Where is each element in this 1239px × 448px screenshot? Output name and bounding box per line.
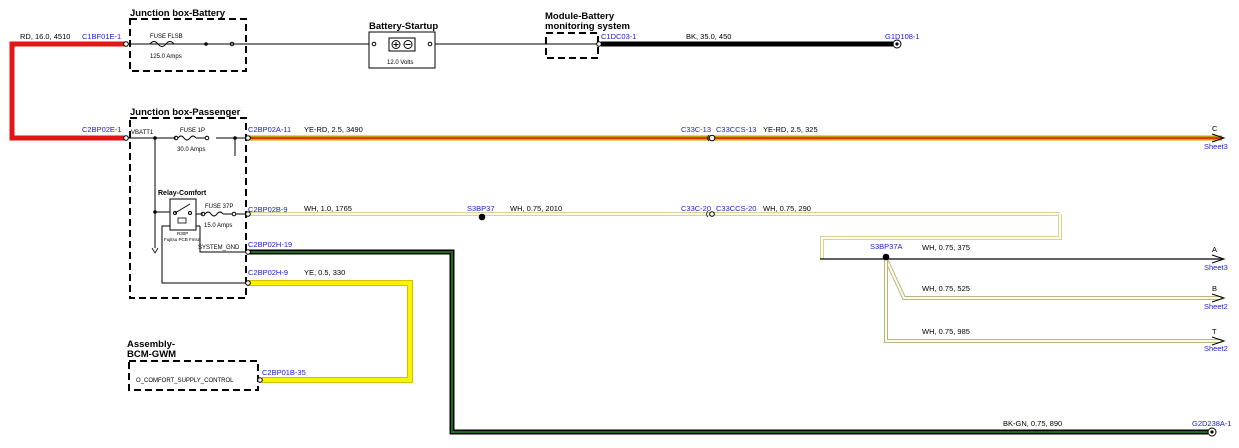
wire-label-yerd2: YE-RD, 2.5, 325 [763,125,818,134]
conn-c2bp02b[interactable]: C2BP02B-9 [248,205,288,214]
junction-box-passenger [129,117,247,299]
conn-c1dc03[interactable]: C1DC03-1 [601,32,636,41]
jb-battery-title: Junction box-Battery [130,8,226,19]
wire-label-wh3: WH, 0.75, 290 [763,204,811,213]
conn-s3bp37[interactable]: S3BP37 [467,204,495,213]
offsheet-a-letter: A [1212,245,1217,254]
wire-wh-b[interactable] [884,258,1222,300]
fuse-1p-name: FUSE 1P [180,128,205,134]
conn-c2bp02a[interactable]: C2BP02A-11 [248,125,291,134]
conn-c2bp01b[interactable]: C2BP01B-35 [262,368,306,377]
bms-box [545,32,599,59]
battery-voltage: 12.0 Volts [387,60,413,66]
inline-c33c-20-icon[interactable] [709,211,715,217]
offsheet-t-arrow[interactable] [1211,336,1226,346]
relay-sub-2: Fujitsu PCB Fmsa [164,237,201,242]
bcm-title-2: BCM-GWM [127,349,176,360]
conn-s3bp37a[interactable]: S3BP37A [870,242,903,251]
offsheet-a-sheet[interactable]: Sheet3 [1204,263,1228,272]
wire-bk-gn[interactable] [248,249,1208,435]
offsheet-t-sheet[interactable]: Sheet2 [1204,344,1228,353]
bcm-box [128,360,259,391]
conn-c2bp02e[interactable]: C2BP02E-1 [82,125,122,134]
offsheet-c-sheet[interactable]: Sheet3 [1204,142,1228,151]
wire-label-wh4: WH, 0.75, 375 [922,243,970,252]
battery-negative-icon [403,40,413,49]
fuse-1p-rating: 30.0 Amps [177,147,205,153]
vbatt1-label: VBATT1 [131,130,154,136]
bms-title-2: monitoring system [545,21,630,32]
jb-passenger-title: Junction box-Passenger [130,107,241,118]
splice-s3bp37-icon[interactable] [478,213,486,221]
wire-label-yerd1: YE-RD, 2.5, 3490 [304,125,363,134]
battery-positive-icon [391,40,401,49]
battery-startup-title: Battery-Startup [369,21,438,32]
offsheet-b-arrow[interactable] [1211,293,1226,303]
wire-label-bkgn: BK-GN, 0.75, 890 [1003,419,1062,428]
conn-c33ccs20[interactable]: C33CCS-20 [716,204,756,213]
wire-label-wh6: WH, 0.75, 985 [922,327,970,336]
wire-label-rd: RD, 16.0, 4510 [20,32,70,41]
wire-label-wh5: WH, 0.75, 525 [922,284,970,293]
conn-c2bp02h9[interactable]: C2BP02H-9 [248,268,288,277]
relay-comfort-title: Relay-Comfort [158,190,207,197]
splice-s3bp37a-icon[interactable] [882,253,890,261]
offsheet-c-letter: C [1212,124,1218,133]
offsheet-t-letter: T [1212,327,1217,336]
wire-label-ye: YE, 0.5, 330 [304,268,345,277]
conn-g2d238a[interactable]: G2D238A-1 [1192,419,1232,428]
wire-rd[interactable] [9,41,126,141]
offsheet-a-arrow[interactable] [1211,254,1226,264]
relay-sub-1: R30P [177,231,188,236]
offsheet-b-sheet[interactable]: Sheet2 [1204,302,1228,311]
bms-title-1: Module-Battery [545,11,615,22]
fuse-flsb-name: FUSE FLSB [150,34,183,40]
wire-label-bk: BK, 35.0, 450 [686,32,731,41]
bcm-signal: O_COMFORT_SUPPLY_CONTROL [136,378,234,384]
inline-c33c-13-icon[interactable] [708,134,716,142]
bcm-title-1: Assembly- [127,339,175,350]
offsheet-c-arrow[interactable] [1211,133,1226,143]
junction-box-battery [129,18,247,72]
conn-c33c20[interactable]: C33C-20 [681,204,711,213]
conn-c2bp02h19[interactable]: C2BP02H-19 [248,240,292,249]
wire-wh-t[interactable] [884,259,1222,343]
fuse-flsb-rating: 125.0 Amps [150,54,182,60]
conn-g1d108[interactable]: G1D108-1 [885,32,920,41]
conn-c1bf01e[interactable]: C1BF01E-1 [82,32,121,41]
fuse-flsb-symbol [149,41,175,47]
conn-c33c13[interactable]: C33C-13 [681,125,711,134]
fuse-37p-symbol [204,211,224,217]
wire-wh-main[interactable] [248,212,1062,259]
conn-c33ccs13[interactable]: C33CCS-13 [716,125,756,134]
fuse-37p-name: FUSE 37P [205,204,233,210]
fuse-1p-symbol [177,135,197,141]
offsheet-b-letter: B [1212,284,1217,293]
wire-ye[interactable] [248,280,413,383]
wire-label-wh2: WH, 0.75, 2010 [510,204,562,213]
fuse-37p-rating: 15.0 Amps [204,223,232,229]
wire-label-wh1: WH, 1.0, 1765 [304,204,352,213]
system-gnd-label: SYSTEM_GND [198,245,240,251]
